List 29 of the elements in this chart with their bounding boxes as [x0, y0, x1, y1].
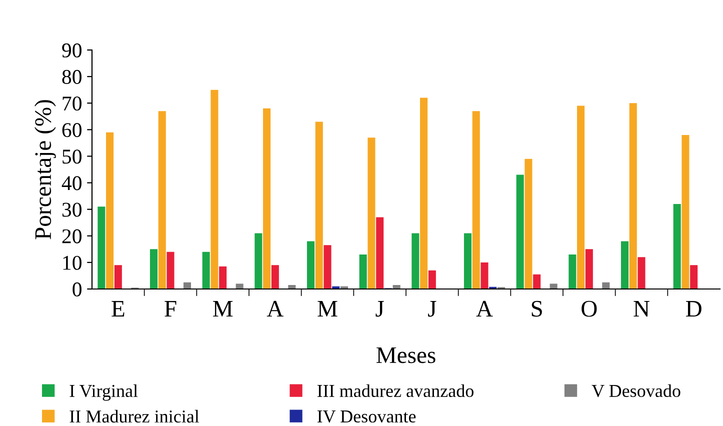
legend-label: V Desovado [592, 384, 680, 398]
x-tick-label: N [634, 301, 650, 316]
y-tick-label: 50 [62, 150, 82, 164]
x-tick-label: J [376, 301, 384, 317]
x-tick-label: D [686, 301, 702, 317]
x-tick-label: M [318, 301, 338, 316]
y-tick-label: 10 [63, 256, 82, 270]
legend-label: IV Desovante [317, 410, 416, 423]
x-axis-title: Meses [376, 347, 436, 364]
x-tick-label: A [266, 300, 284, 316]
y-tick-label: 60 [62, 123, 82, 138]
y-tick-label: 0 [72, 282, 82, 296]
x-tick-label: M [213, 301, 233, 316]
x-tick-label: S [532, 300, 542, 317]
x-tick-label: A [476, 300, 493, 316]
y-tick-label: 40 [62, 176, 82, 190]
y-tick-label: 70 [62, 96, 82, 111]
y-tick-label: 90 [62, 43, 82, 58]
y-tick-label: 20 [62, 229, 82, 244]
x-tick-label: F [164, 301, 176, 316]
y-tick-label: 30 [62, 202, 82, 217]
y-tick-label: 80 [62, 70, 82, 84]
legend-label: I Virginal [70, 384, 138, 401]
y-axis-title: Porcentaje (%) [34, 100, 56, 240]
legend-label: III madurez avanzado [317, 384, 474, 398]
x-tick-label: J [428, 301, 436, 317]
x-tick-label: E [112, 301, 124, 316]
x-tick-label: O [582, 300, 597, 317]
legend-label: II Madurez inicial [70, 410, 200, 423]
